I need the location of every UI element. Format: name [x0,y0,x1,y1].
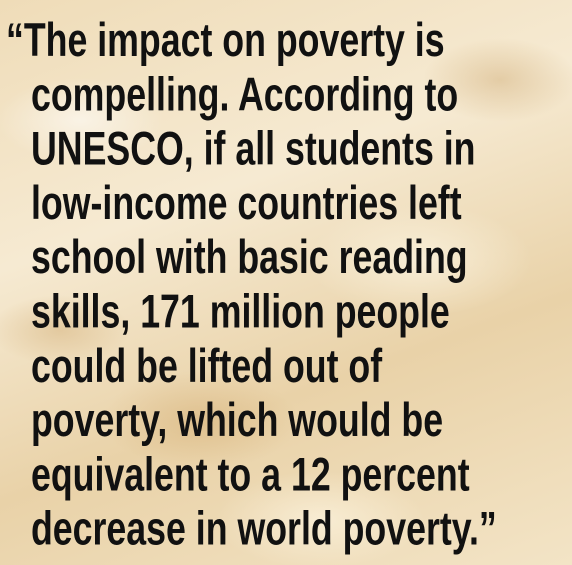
quote-line: UNESCO, if all students in [31,122,475,175]
quote-line: poverty, which would be [31,393,443,446]
quote-line: “The impact on poverty is [6,13,445,66]
quote-line: decrease in world poverty.” [31,502,497,555]
quote-line: skills, 171 million people [31,285,450,338]
quote-line: compelling. According to [31,68,458,121]
quote-line: could be lifted out of [31,339,382,392]
quote-line: low-income countries left [31,176,462,229]
quote-line: equivalent to a 12 percent [31,448,470,501]
quote-line: school with basic reading [31,230,468,283]
